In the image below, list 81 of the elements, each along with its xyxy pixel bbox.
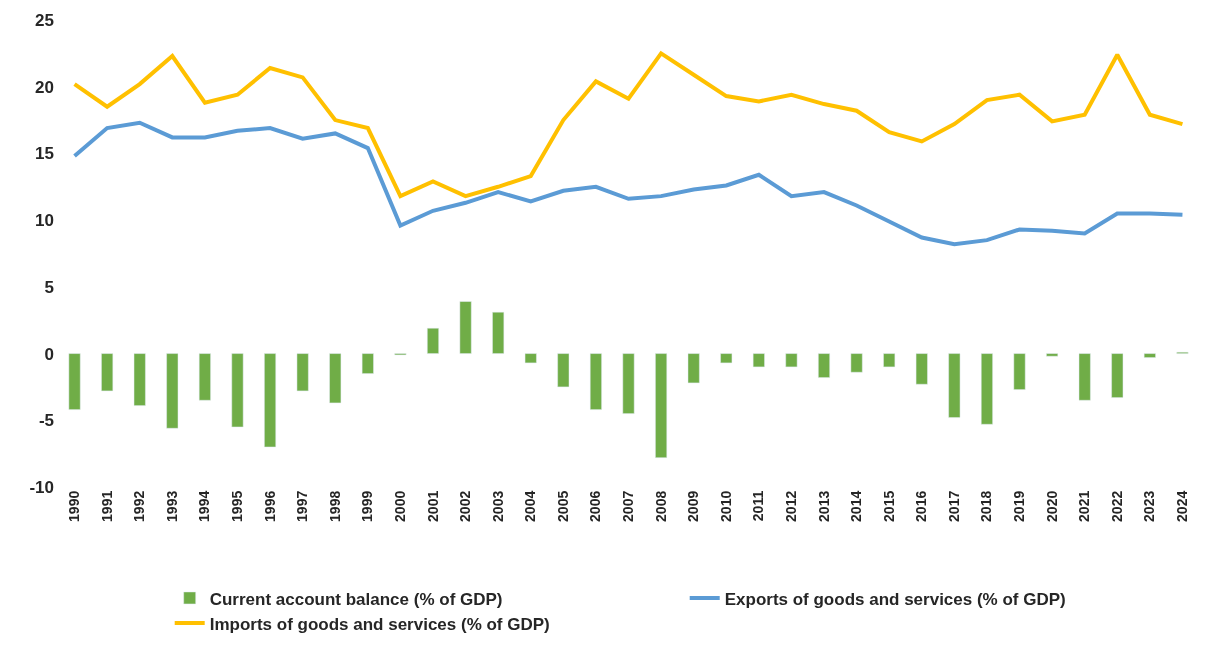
x-tick-label: 2019 (1011, 490, 1028, 522)
bar (1046, 353, 1059, 357)
bar (655, 353, 668, 458)
bar (264, 353, 277, 448)
x-tick-label: 2002 (457, 490, 474, 522)
bar (231, 353, 244, 428)
line-series (72, 51, 1185, 199)
x-tick-label: 2024 (1174, 490, 1190, 522)
bar (557, 353, 570, 388)
bar (1013, 353, 1026, 390)
y-tick-label: -10 (29, 477, 54, 497)
x-tick-label: 2013 (815, 490, 832, 522)
bar (68, 353, 81, 410)
x-tick-label: 2006 (587, 490, 604, 522)
bar (296, 353, 309, 392)
x-tick-label: 2004 (522, 490, 539, 522)
y-tick-label: 15 (35, 144, 54, 164)
bar (720, 353, 733, 364)
x-tick-label: 2015 (880, 490, 897, 522)
y-tick-label: 10 (35, 211, 54, 231)
line-series (72, 120, 1185, 247)
x-tick-label: 2018 (978, 490, 995, 522)
bar (785, 353, 798, 368)
bar (980, 353, 993, 425)
y-tick-label: -5 (38, 411, 54, 431)
x-tick-label: 2016 (913, 490, 930, 522)
bar (1111, 353, 1124, 398)
bar (948, 353, 961, 418)
bar (101, 353, 114, 392)
bar (622, 353, 635, 414)
x-tick-label: 1994 (196, 490, 213, 522)
x-tick-label: 2000 (391, 490, 408, 522)
x-tick-label: 2005 (554, 490, 571, 522)
x-tick-label: 2003 (489, 490, 506, 522)
bar (524, 353, 537, 364)
legend-label: Imports of goods and services (% of GDP) (209, 614, 550, 634)
bar (589, 353, 602, 410)
bar (752, 353, 765, 368)
x-tick-label: 2009 (685, 490, 702, 522)
x-tick-label: 2023 (1141, 490, 1158, 522)
legend-label: Current account balance (% of GDP) (209, 589, 503, 609)
y-tick-label: 25 (35, 10, 54, 30)
x-tick-label: 1999 (359, 490, 376, 522)
x-tick-label: 2022 (1108, 490, 1125, 522)
y-tick-label: 0 (44, 344, 54, 364)
legend-label: Exports of goods and services (% of GDP) (724, 589, 1066, 609)
x-tick-label: 2012 (782, 490, 799, 522)
x-tick-label: 1995 (229, 490, 246, 522)
x-tick-label: 1996 (261, 490, 278, 522)
x-tick-label: 2001 (424, 490, 441, 522)
x-tick-label: 1992 (131, 490, 148, 522)
x-tick-label: 2008 (652, 490, 669, 522)
bar (427, 327, 439, 354)
bar (459, 301, 472, 354)
bar (687, 353, 700, 384)
x-tick-label: 2007 (620, 490, 637, 522)
x-tick-label: 1997 (294, 490, 311, 522)
y-tick-label: 20 (35, 77, 54, 97)
x-tick-label: 2011 (750, 490, 767, 522)
bar (1143, 353, 1156, 358)
bar (492, 311, 505, 354)
x-tick-label: 2010 (717, 490, 734, 522)
bar (329, 353, 342, 404)
x-tick-label: 1993 (163, 490, 180, 522)
x-tick-label: 2021 (1076, 490, 1093, 522)
bar (850, 353, 863, 373)
bar (883, 353, 896, 368)
y-tick-label: 5 (44, 277, 54, 297)
x-tick-label: 1998 (326, 490, 343, 522)
x-tick-label: 1990 (66, 490, 83, 522)
x-tick-label: 1991 (98, 490, 115, 522)
bar (1078, 353, 1091, 401)
bar (133, 353, 146, 406)
x-tick-label: 2020 (1043, 490, 1060, 522)
bar (915, 353, 928, 385)
x-tick-label: 2014 (848, 490, 865, 522)
bar (361, 353, 374, 374)
bar (198, 353, 211, 401)
bar (818, 353, 830, 378)
x-tick-label: 2017 (945, 490, 962, 522)
bar (166, 353, 179, 429)
